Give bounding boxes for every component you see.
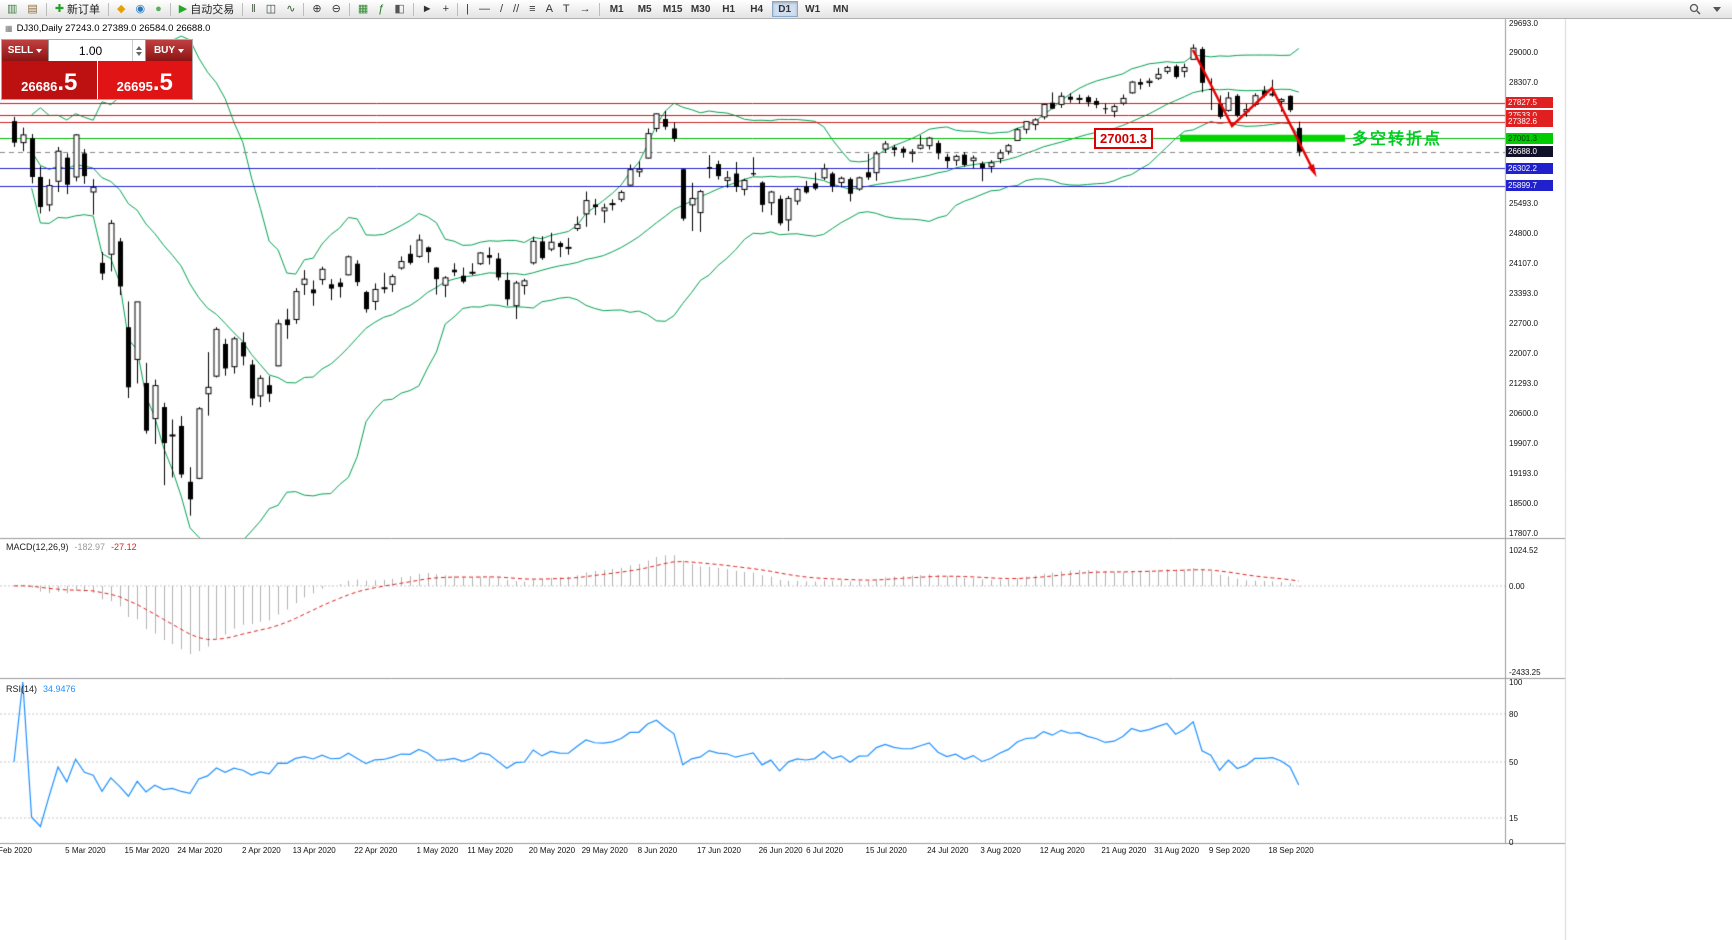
volume-input[interactable] [49,43,132,58]
fibonacci-icon: ≡ [529,2,536,15]
chart-profiles-icon: ▤ [27,2,38,15]
toolbar-separator [45,2,47,16]
toolbar-separator [598,2,600,16]
new-chart-icon: ▥ [7,2,18,15]
support-price-label[interactable]: 27001.3 [1094,128,1153,149]
volume-field [48,40,146,61]
toolbar-separator [242,2,244,16]
autotrade-icon: ▶ [178,2,188,15]
indicators-button[interactable]: ƒ [373,1,389,18]
grid-icon: ▦ [357,2,369,15]
timeframe-w1-button[interactable]: W1 [805,3,821,15]
timeframe-mn-button[interactable]: MN [832,3,849,15]
chevron-down-icon [178,48,185,53]
toolbar-separator [412,2,414,16]
arrows-icon: → [579,2,591,15]
toolbar-separator [169,2,171,16]
new-order-button[interactable]: ✚ 新订单 [50,1,105,18]
autotrade-button-label: 自动交易 [190,4,235,16]
turning-point-label[interactable]: 多空转折点 [1352,131,1443,148]
community-icon: ● [155,2,162,15]
buy-button-label: BUY [153,45,176,56]
new-order-icon: ✚ [54,2,65,15]
zoom-out-icon: ⊖ [331,2,341,15]
search-button[interactable] [1684,1,1706,18]
candlestick-chart-button[interactable]: ◫ [261,1,281,18]
trendline-icon: / [499,2,504,15]
timeframe-m30-button[interactable]: M30 [690,3,711,15]
fibonacci-button[interactable]: ≡ [524,1,540,18]
toolbar-separator [348,2,350,16]
grid-button[interactable]: ▦ [353,1,373,18]
sell-price-pip: .5 [57,69,78,96]
channel-button[interactable]: // [508,1,524,18]
zoom-in-button[interactable]: ⊕ [307,1,326,18]
sell-price-button[interactable]: 26686 .5 [2,61,98,99]
cursor-button[interactable]: ► [417,1,438,18]
bar-chart-button[interactable]: ‖ [246,1,261,18]
timeframe-m5-button[interactable]: M5 [637,3,652,15]
new-order-button-label: 新订单 [67,4,101,16]
spinner-down-icon[interactable] [136,51,142,56]
indicators-icon: ƒ [378,2,385,15]
chart-profiles-button[interactable]: ▤ [22,1,42,18]
community-button[interactable]: ● [150,1,167,18]
label-icon: T [562,2,570,15]
toolbar: ▥ ▤ ✚ 新订单 ◆ ◉ ● ▶ 自动交易 ‖ ◫ ∿ ⊕ ⊖ ▦ ƒ ◧ ► + | — ///≡ A T → M1 M5 M15… [0,0,1732,19]
sell-button-label: SELL [7,45,34,56]
buy-price-pip: .5 [152,69,173,96]
channel-icon: // [513,2,520,15]
crosshair-icon: + [442,2,450,15]
search-icon [1689,3,1701,15]
line-chart-button[interactable]: ∿ [281,1,300,18]
volume-stepper[interactable] [132,40,145,61]
timeframe-m15-button[interactable]: M15 [662,3,683,15]
line-chart-icon: ∿ [286,2,296,15]
templates-icon: ◧ [394,2,405,15]
bar-chart-icon: ‖ [251,2,256,15]
text-icon: A [545,2,553,15]
buy-price-main: 26695 [116,79,153,94]
toolbar-main: ▥ ▤ ✚ 新订单 ◆ ◉ ● ▶ 自动交易 ‖ ◫ ∿ ⊕ ⊖ ▦ ƒ ◧ ► + | — ///≡ A T → M1 M5 M15… [0,0,855,18]
alerts-button[interactable]: ◆ [112,1,130,18]
vertical-line-button[interactable]: | [461,1,474,18]
buy-button[interactable]: BUY [146,40,192,61]
toolbar-separator [108,2,110,16]
alerts-icon: ◆ [117,2,126,15]
toolbar-separator [303,2,305,16]
text-button[interactable]: A [541,1,558,18]
metaquotes-button[interactable]: ◉ [131,1,151,18]
zoom-out-button[interactable]: ⊖ [327,1,346,18]
vertical-line-icon: | [466,2,469,15]
timeframe-m1-button[interactable]: M1 [609,3,624,15]
new-chart-button[interactable]: ▥ [2,1,22,18]
spinner-up-icon[interactable] [136,45,142,50]
timeframe-h1-button[interactable]: H1 [722,3,736,15]
chevron-down-icon [36,48,43,53]
templates-button[interactable]: ◧ [389,1,409,18]
cursor-icon: ► [421,2,433,15]
timeframe-h4-button[interactable]: H4 [750,3,764,15]
sell-price-main: 26686 [21,79,58,94]
toolbar-right [1684,0,1732,18]
arrows-button[interactable]: → [575,1,596,18]
horizontal-line-icon: — [478,2,490,15]
horizontal-line-button[interactable]: — [474,1,495,18]
metaquotes-icon: ◉ [135,2,146,15]
chevron-down-icon [1713,6,1721,12]
autotrade-button[interactable]: ▶ 自动交易 [174,1,239,18]
candlestick-chart-icon: ◫ [265,2,277,15]
one-click-trading-panel: SELL BUY 26686 .5 [1,39,193,100]
panels-button[interactable] [1708,1,1726,18]
sell-button[interactable]: SELL [2,40,48,61]
label-button[interactable]: T [558,1,575,18]
zoom-in-icon: ⊕ [312,2,322,15]
toolbar-separator [457,2,459,16]
timeframe-d1-button[interactable]: D1 [771,1,798,17]
buy-price-button[interactable]: 26695 .5 [97,61,192,99]
trendline-button[interactable]: / [495,1,508,18]
crosshair-button[interactable]: + [438,1,454,18]
